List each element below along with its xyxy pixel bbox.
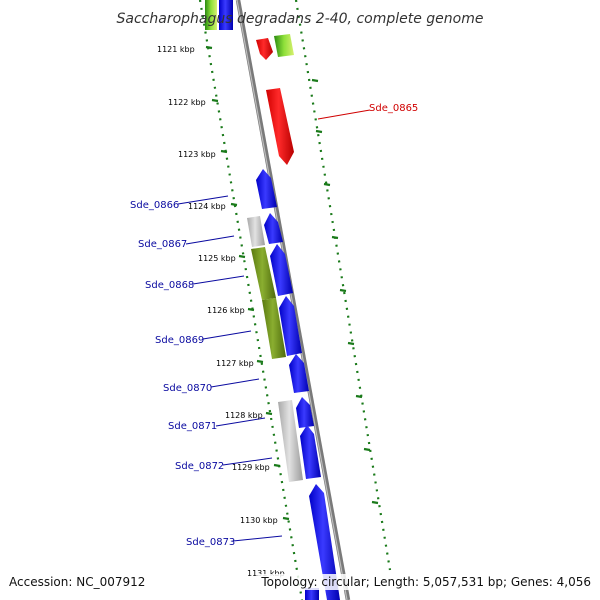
- kbp-tick-marks: [205, 45, 290, 521]
- gene-label-Sde_0871[interactable]: Sde_0871: [168, 421, 217, 432]
- accession-text: Accession: NC_007912: [9, 575, 145, 589]
- genome-backbone: [235, 0, 351, 600]
- kbp-label: 1128 kbp: [225, 411, 263, 420]
- kbp-label: 1122 kbp: [168, 98, 206, 107]
- gene-Sde_0869-cog[interactable]: [262, 298, 286, 359]
- kbp-label: 1129 kbp: [232, 463, 270, 472]
- gene-Sde_0872[interactable]: [300, 425, 321, 479]
- genome-summary-text: Topology: circular; Length: 5,057,531 bp…: [260, 575, 591, 589]
- gene-label-Sde_0872[interactable]: Sde_0872: [175, 461, 224, 472]
- kbp-label: 1124 kbp: [188, 202, 226, 211]
- gene-features: [247, 34, 340, 600]
- gene-Sde_0868[interactable]: [270, 244, 293, 296]
- outer-tick-ring: [294, 0, 392, 571]
- gene-Sde_0868-cog[interactable]: [251, 247, 276, 300]
- gene-Sde_0866[interactable]: [256, 169, 277, 209]
- kbp-label: 1127 kbp: [216, 359, 254, 368]
- kbp-label: 1130 kbp: [240, 516, 278, 525]
- label-leader-lines: [177, 109, 371, 542]
- gene-Sde_0867[interactable]: [264, 213, 283, 244]
- gene-label-Sde_0866[interactable]: Sde_0866: [130, 200, 179, 211]
- gene-label-Sde_0869[interactable]: Sde_0869: [155, 335, 204, 346]
- gene-Sde_0865[interactable]: [266, 88, 294, 165]
- gene-partial-bottom[interactable]: [305, 588, 319, 600]
- map-band: [200, 0, 392, 600]
- kbp-label: 1126 kbp: [207, 306, 245, 315]
- kbp-label: 1123 kbp: [178, 150, 216, 159]
- gene-Sde_0871[interactable]: [296, 397, 314, 428]
- gene-arrow-red-small[interactable]: [256, 38, 273, 60]
- gene-Sde_0871-cog[interactable]: [278, 400, 303, 482]
- gene-partial-top[interactable]: [205, 0, 233, 30]
- kbp-label: 1121 kbp: [157, 45, 195, 54]
- kbp-label: 1125 kbp: [198, 254, 236, 263]
- gene-label-Sde_0873[interactable]: Sde_0873: [186, 537, 235, 548]
- gene-Sde_0870[interactable]: [289, 354, 309, 393]
- gene-Sde_0867-cog[interactable]: [247, 216, 265, 247]
- inner-tick-ring: [198, 0, 304, 600]
- gene-Sde_0869[interactable]: [279, 296, 302, 356]
- gene-labels: Sde_0865 Sde_0866 Sde_0867 Sde_0868 Sde_…: [130, 103, 418, 548]
- gene-label-Sde_0865[interactable]: Sde_0865: [369, 103, 418, 114]
- gene-label-Sde_0868[interactable]: Sde_0868: [145, 280, 194, 291]
- gene-arrow-lime-small[interactable]: [274, 34, 294, 57]
- gene-label-Sde_0870[interactable]: Sde_0870: [163, 383, 212, 394]
- gene-Sde_0873[interactable]: [309, 484, 340, 600]
- outer-ring-ticks: [311, 78, 379, 505]
- map-title: Saccharophagus degradans 2-40, complete …: [117, 11, 484, 27]
- gene-label-Sde_0867[interactable]: Sde_0867: [138, 239, 187, 250]
- kbp-label: 1131 kbp: [247, 569, 285, 578]
- kbp-labels: 1121 kbp 1122 kbp 1123 kbp 1124 kbp 1125…: [157, 45, 285, 578]
